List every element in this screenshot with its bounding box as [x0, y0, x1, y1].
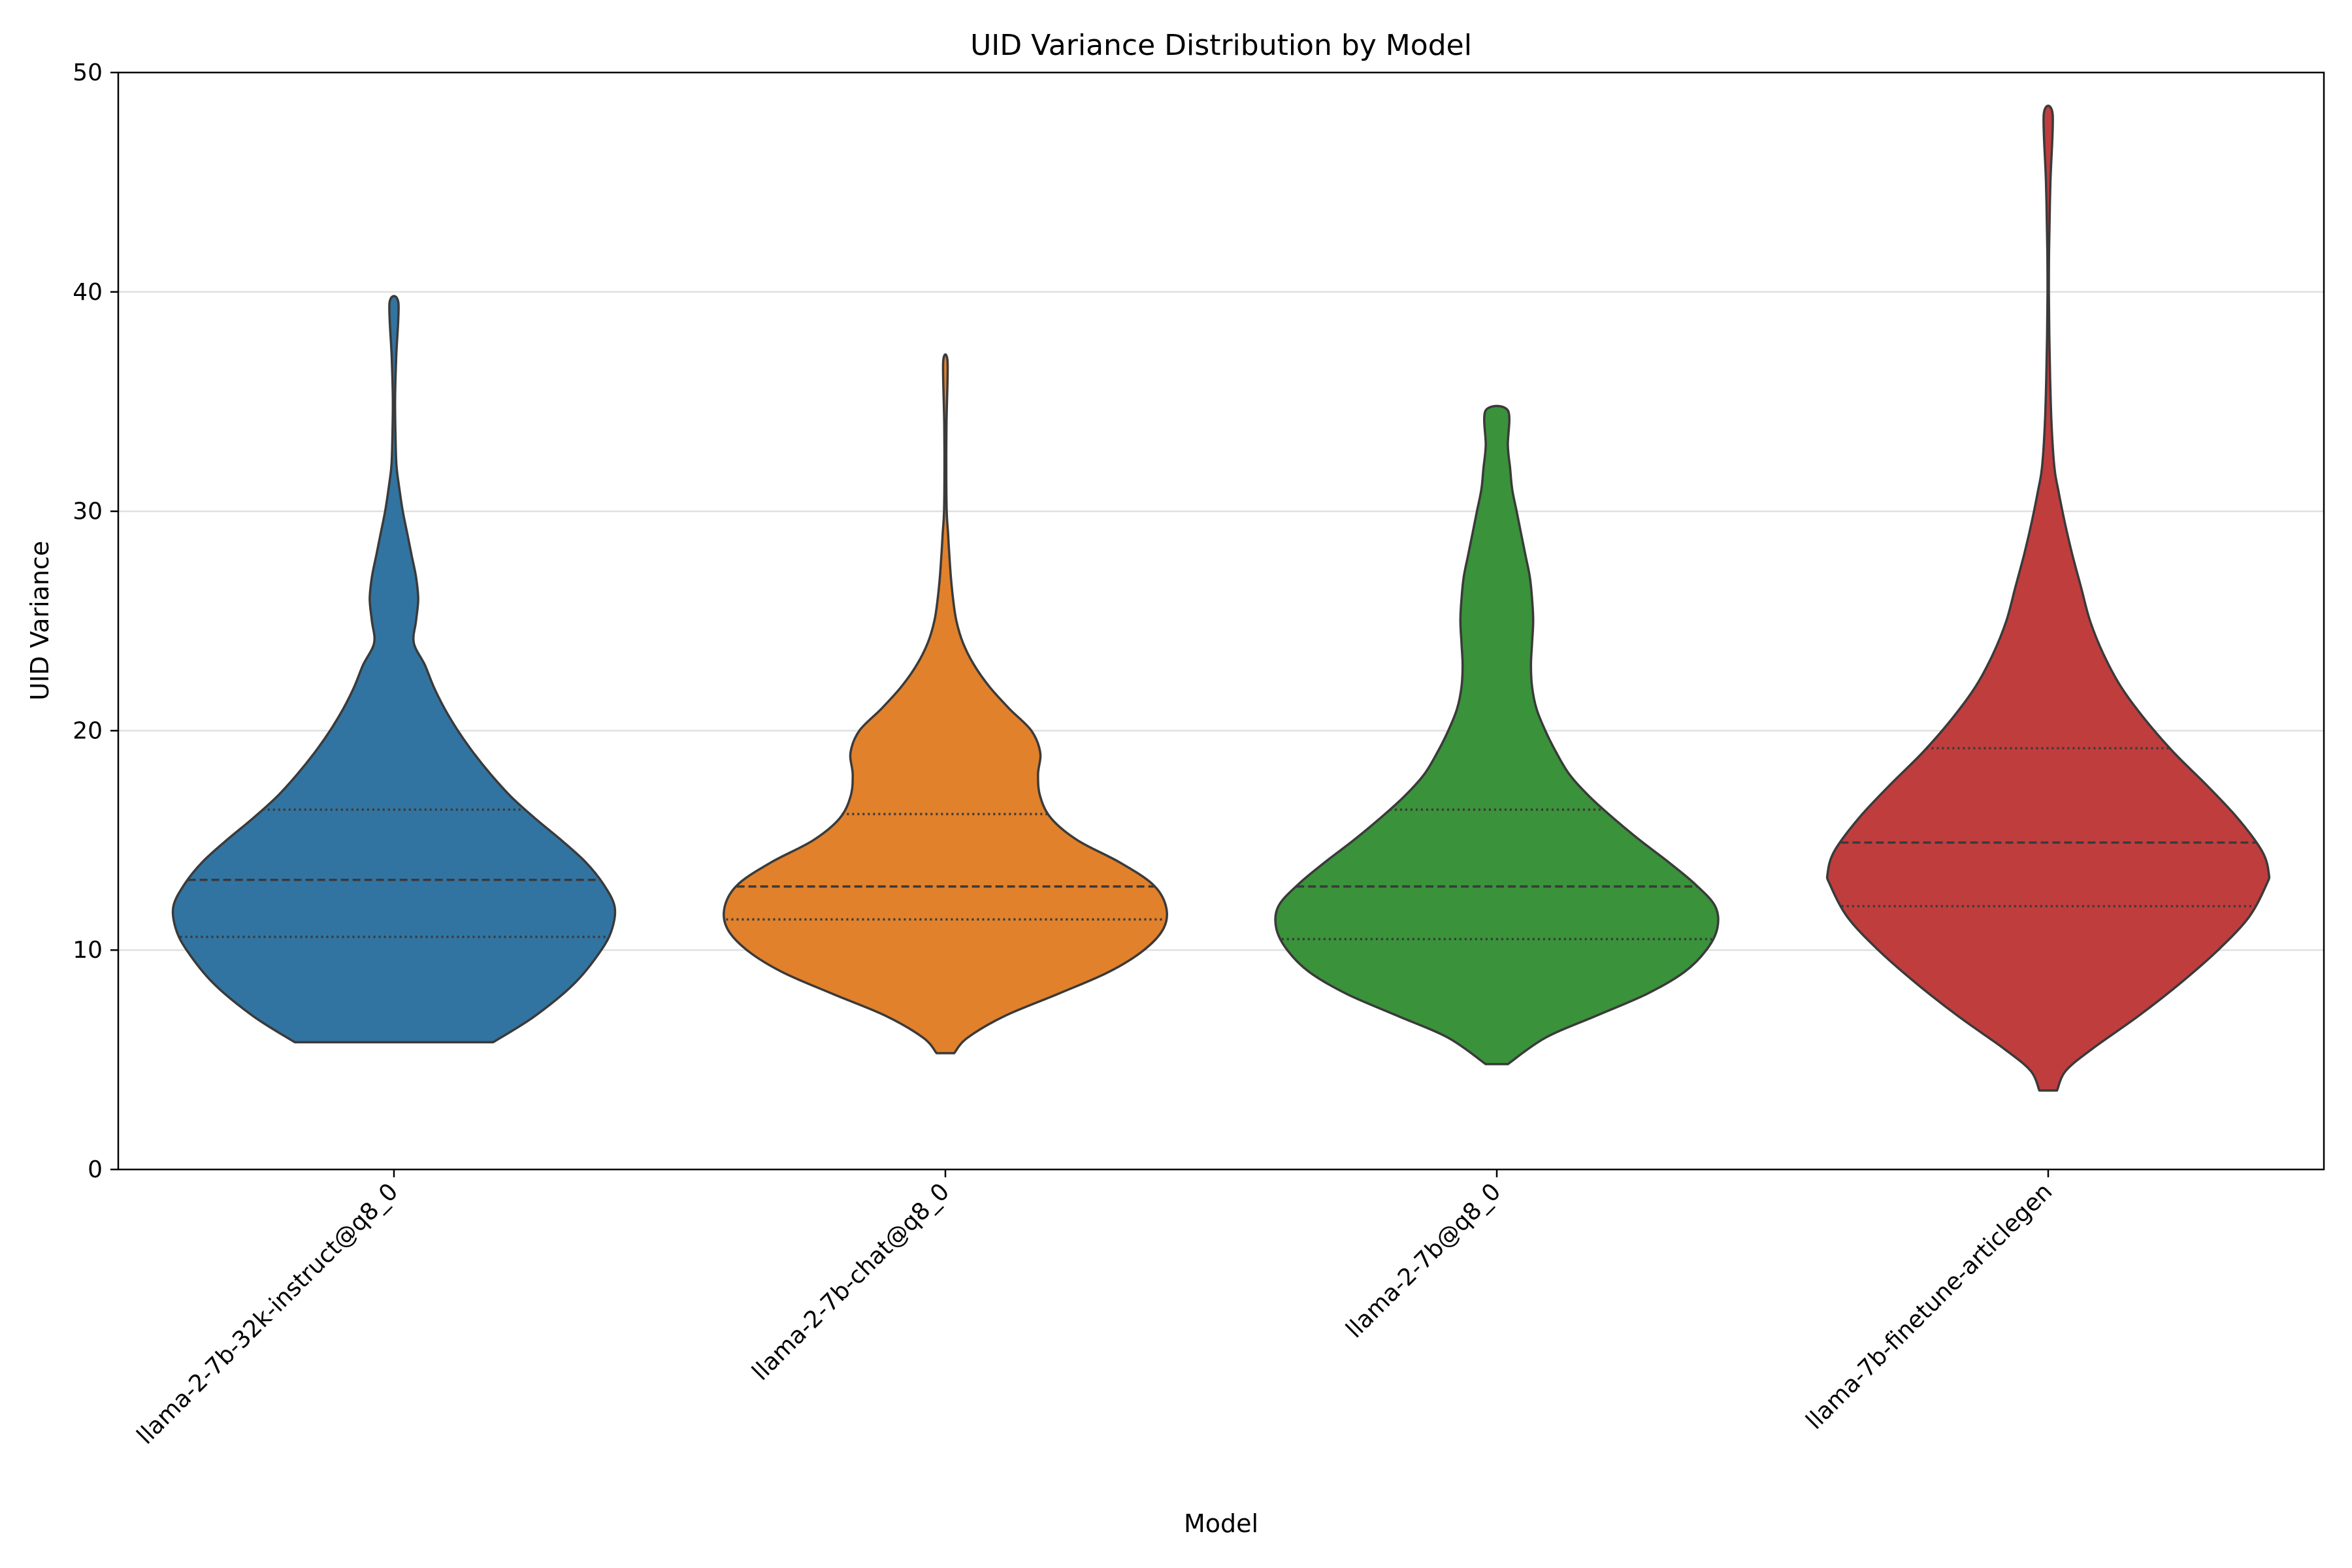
plot-frame: [117, 71, 2325, 1171]
y-axis: 0 10 20 30 40 50: [73, 59, 118, 1183]
violin-body: [1825, 105, 2271, 1092]
violin-body: [171, 295, 617, 1043]
y-axis-label: UID Variance: [25, 541, 54, 701]
violin-body: [722, 353, 1169, 1054]
x-axis-label: Model: [1184, 1509, 1258, 1538]
violins: [171, 105, 2271, 1092]
y-tick-label: 10: [73, 937, 103, 964]
y-tick-label: 50: [73, 59, 103, 86]
y-tick-label: 20: [73, 717, 103, 744]
violin-3: [1274, 404, 1720, 1066]
y-tick-label: 0: [88, 1156, 103, 1183]
y-tick-label: 40: [73, 279, 103, 306]
y-tick-label: 30: [73, 498, 103, 525]
violin-4: [1825, 105, 2271, 1092]
violin-body: [1274, 404, 1720, 1066]
violin-1: [171, 295, 617, 1043]
chart-title: UID Variance Distribution by Model: [970, 29, 1472, 62]
violin-2: [722, 353, 1169, 1054]
